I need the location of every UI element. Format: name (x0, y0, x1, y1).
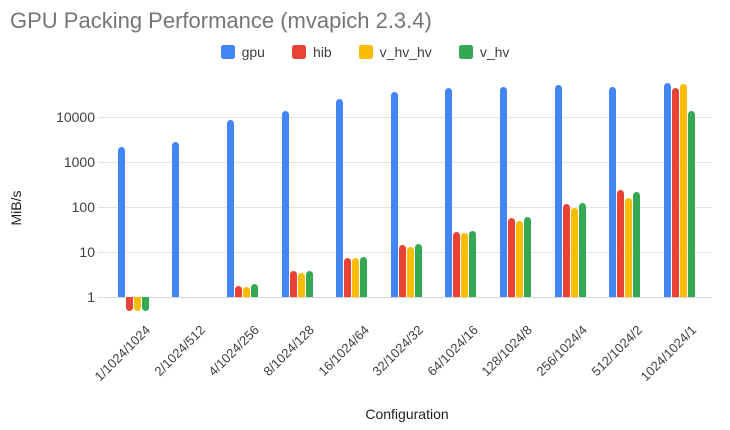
bar-hib-4/1024/256 (235, 285, 242, 297)
y-tick-label: 10000 (56, 109, 95, 125)
bar-hib-1/1024/1024 (125, 297, 133, 311)
x-axis-title: Configuration (365, 406, 449, 422)
y-tick-label: 1 (87, 289, 95, 305)
bar-hib-256/1024/4 (562, 203, 570, 297)
x-tick-label: 16/1024/64 (314, 322, 372, 379)
bar-v_hv-64/1024/16 (469, 230, 477, 297)
bar-v_hv-1024/1024/1 (687, 111, 695, 297)
bar-v_hv-16/1024/64 (360, 256, 368, 297)
bar-gpu-128/1024/8 (500, 86, 507, 297)
legend-swatch-icon (291, 45, 306, 59)
bar-hib-8/1024/128 (289, 271, 297, 297)
bar-hib-64/1024/16 (453, 231, 461, 297)
bar-v_hv_hv-4/1024/256 (243, 286, 250, 297)
legend-swatch-icon (458, 45, 473, 59)
legend-item-v_hv: v_hv (458, 44, 510, 60)
bar-gpu-8/1024/128 (281, 111, 289, 297)
bar-hib-512/1024/2 (617, 189, 625, 297)
legend-item-hib: hib (291, 44, 332, 60)
bar-hib-16/1024/64 (344, 257, 352, 297)
y-axis-title: MiB/s (8, 190, 24, 226)
bar-hib-128/1024/8 (508, 217, 515, 297)
bar-hib-32/1024/32 (398, 245, 406, 297)
y-tick-label: 1000 (63, 154, 95, 170)
y-tick-label: 100 (71, 199, 95, 215)
bar-gpu-4/1024/256 (227, 120, 234, 297)
gridline-100 (98, 207, 712, 208)
gridline-10000 (98, 117, 712, 118)
x-tick-label: 1/1024/1024 (91, 322, 154, 385)
legend: gpu hib v_hv_hv v_hv (0, 43, 730, 61)
bar-v_hv-128/1024/8 (524, 216, 531, 297)
bar-v_hv-4/1024/256 (251, 284, 258, 297)
legend-label: gpu (241, 44, 265, 60)
bar-gpu-16/1024/64 (336, 99, 344, 297)
bar-v_hv-512/1024/2 (633, 191, 641, 297)
bar-v_hv_hv-256/1024/4 (570, 208, 578, 297)
bar-v_hv_hv-512/1024/2 (625, 197, 633, 297)
bar-v_hv-32/1024/32 (414, 244, 422, 297)
x-tick-label: 512/1024/2 (587, 322, 645, 379)
bar-v_hv_hv-8/1024/128 (297, 273, 305, 297)
bar-gpu-64/1024/16 (445, 88, 453, 297)
legend-item-v_hv_hv: v_hv_hv (358, 44, 432, 60)
bar-v_hv-1/1024/1024 (141, 297, 149, 311)
bar-gpu-32/1024/32 (390, 91, 398, 297)
gridline-1 (98, 297, 712, 298)
bar-gpu-256/1024/4 (554, 84, 562, 297)
x-tick-label: 64/1024/16 (424, 322, 481, 379)
x-tick-label: 256/1024/4 (533, 322, 591, 379)
legend-item-gpu: gpu (220, 44, 265, 60)
bar-gpu-512/1024/2 (609, 86, 617, 297)
legend-swatch-icon (358, 45, 373, 59)
bar-v_hv_hv-64/1024/16 (461, 233, 469, 297)
bar-hib-1024/1024/1 (671, 87, 679, 297)
gridline-1000 (98, 162, 712, 163)
x-tick-label: 128/1024/8 (478, 322, 536, 379)
bar-v_hv-8/1024/128 (305, 270, 313, 297)
bar-gpu-1/1024/1024 (117, 146, 125, 297)
x-tick-label: 8/1024/128 (260, 322, 318, 379)
chart-title: GPU Packing Performance (mvapich 2.3.4) (10, 8, 432, 33)
y-tick-label: 10 (79, 244, 95, 260)
legend-label: v_hv_hv (379, 44, 432, 60)
bar-gpu-2/1024/512 (172, 141, 180, 297)
x-tick-label: 1024/1024/1 (637, 322, 700, 385)
bar-v_hv_hv-128/1024/8 (516, 220, 523, 297)
legend-label: hib (312, 44, 332, 60)
bar-v_hv_hv-1/1024/1024 (133, 297, 141, 311)
bar-v_hv_hv-32/1024/32 (406, 246, 414, 297)
x-tick-label: 2/1024/512 (151, 322, 208, 379)
x-tick-label: 32/1024/32 (369, 322, 427, 379)
legend-swatch-icon (220, 45, 235, 59)
x-tick-label: 4/1024/256 (205, 322, 263, 379)
bar-v_hv_hv-1024/1024/1 (679, 83, 687, 297)
bar-gpu-1024/1024/1 (663, 82, 671, 297)
bar-v_hv_hv-16/1024/64 (352, 258, 360, 297)
bar-v_hv-256/1024/4 (578, 203, 586, 297)
legend-label: v_hv (479, 44, 510, 60)
